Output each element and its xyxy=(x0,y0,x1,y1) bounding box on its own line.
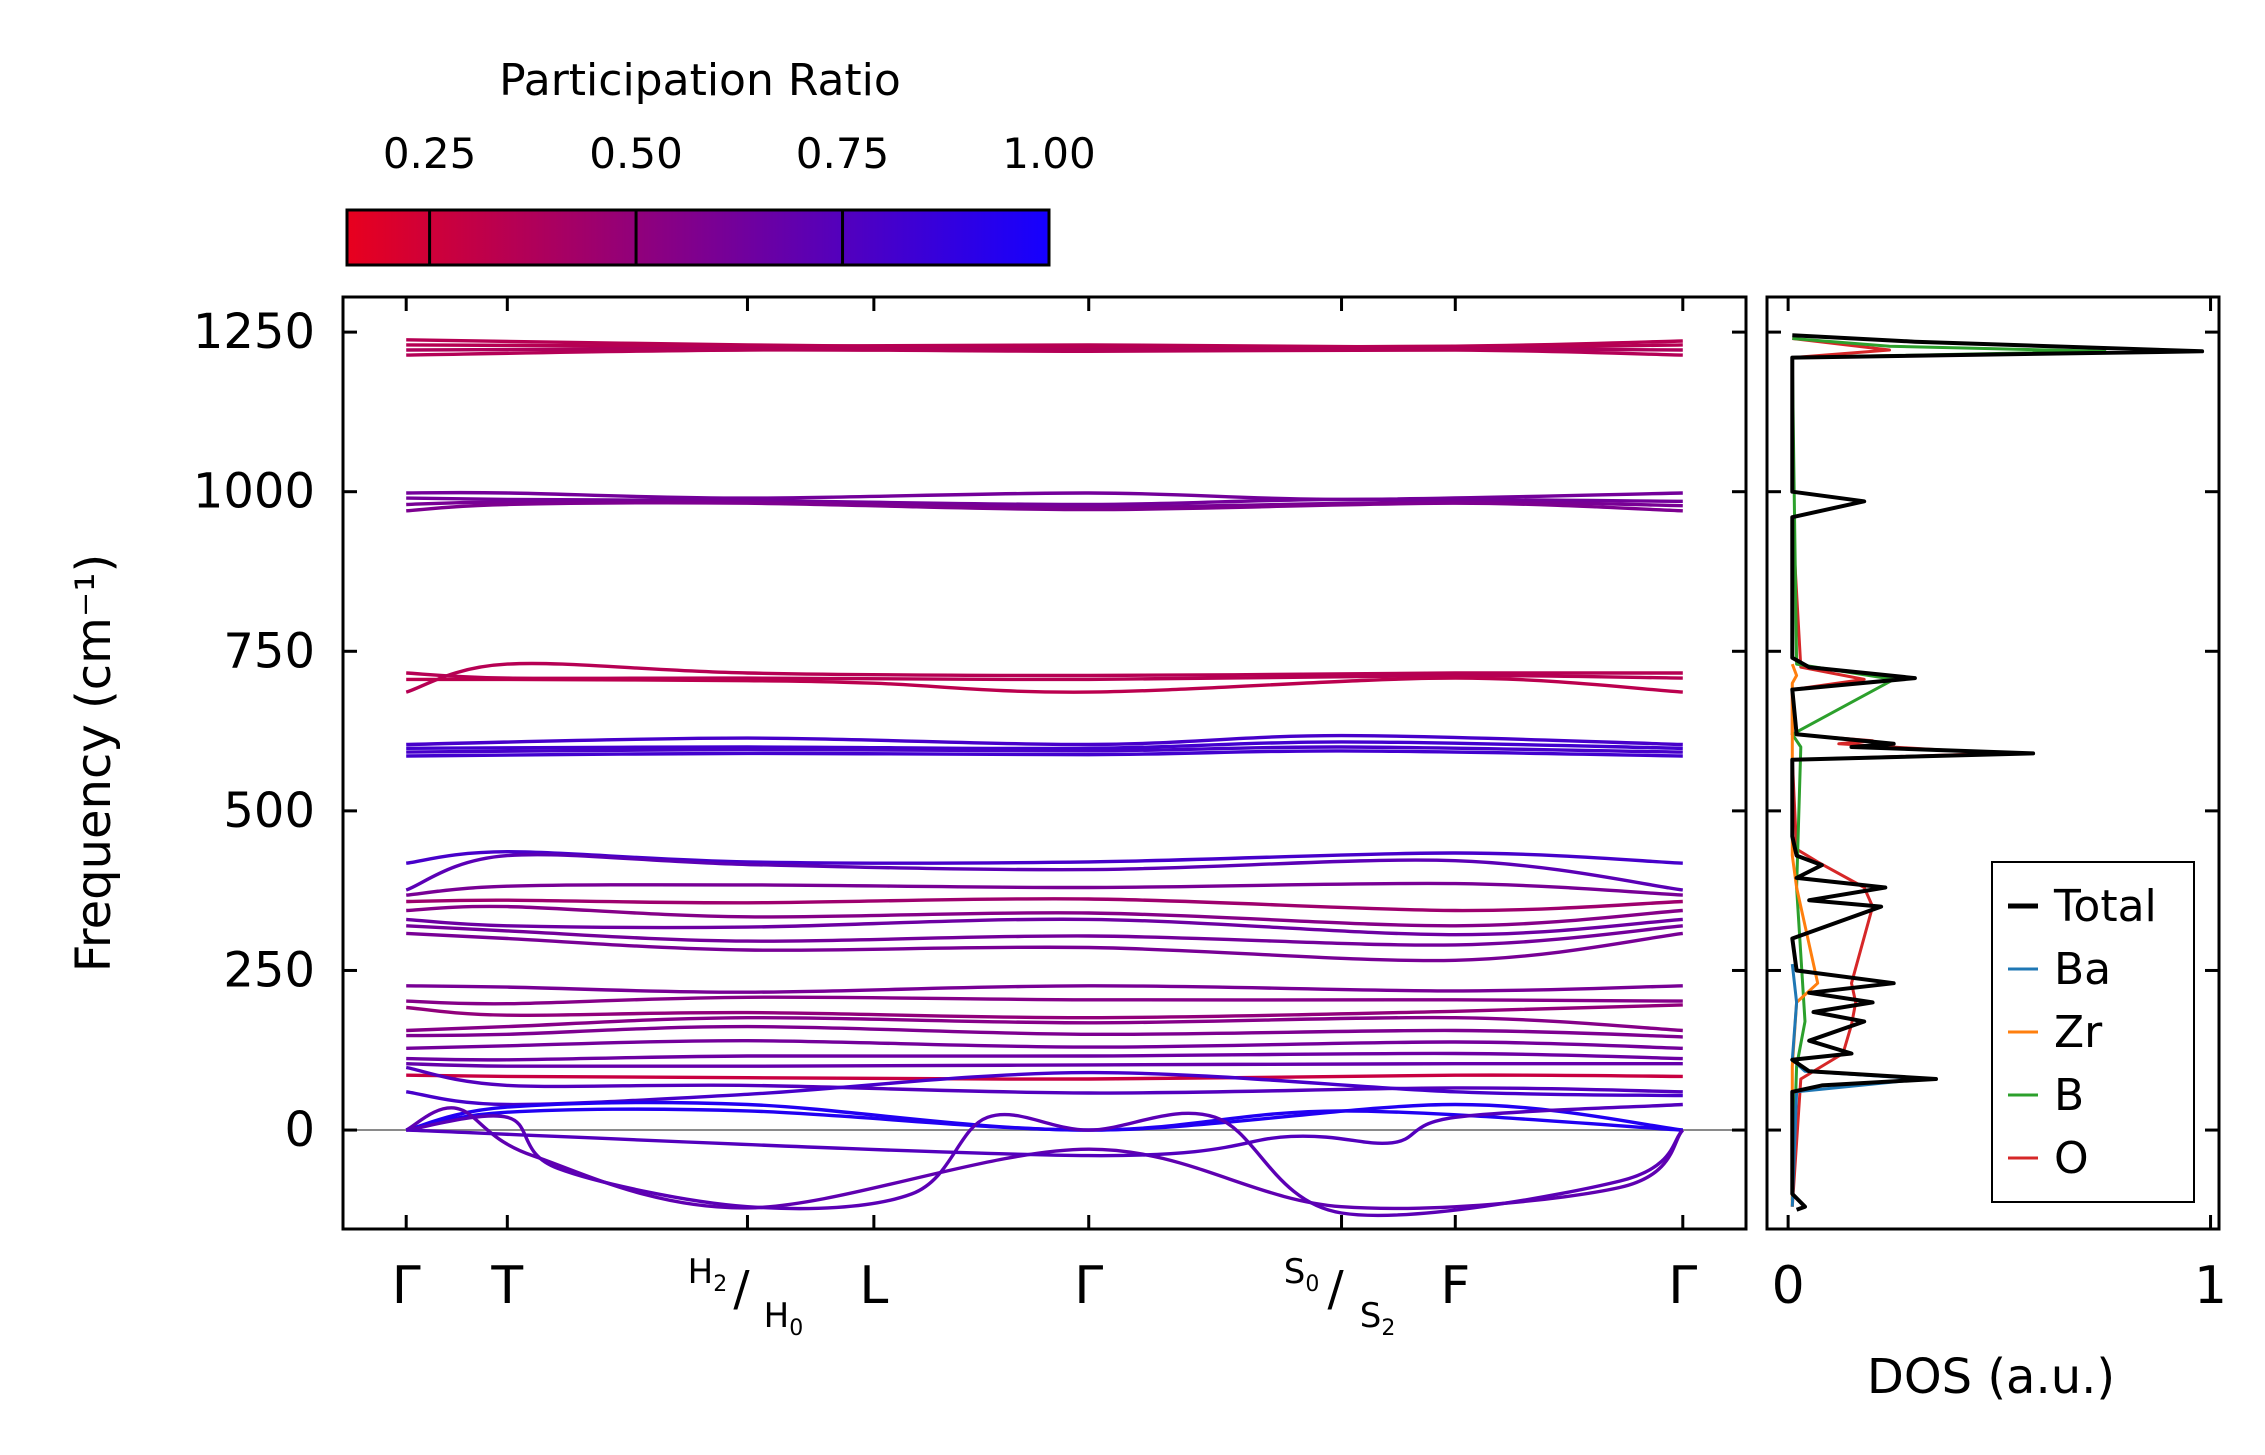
band-line-17 xyxy=(406,881,1683,897)
legend-label-total: Total xyxy=(2053,881,2157,932)
colorbar-tick-label: 1.00 xyxy=(1002,129,1096,178)
band-line-1 xyxy=(406,343,1683,350)
dos-x-tick-label: 1 xyxy=(2194,1256,2227,1316)
band-line-8 xyxy=(405,661,1683,694)
band-axes-frame xyxy=(341,295,1748,1231)
band-line-13 xyxy=(406,745,1683,754)
legend-label-o: O xyxy=(2054,1133,2089,1184)
dos-x-tick-label: 0 xyxy=(1772,1256,1805,1316)
band-line-22 xyxy=(406,931,1684,963)
band-line-0 xyxy=(406,338,1683,350)
band-line-18 xyxy=(406,897,1683,913)
colorbar-gradient xyxy=(345,208,1051,267)
band-y-axis-label: Frequency (cm⁻¹) xyxy=(66,554,122,972)
dos-legend: Total Ba Zr BO xyxy=(1991,861,2195,1203)
colorbar-title: Participation Ratio xyxy=(499,55,901,106)
kpoint-label-top: H2 xyxy=(688,1252,728,1297)
dos-axes-frame xyxy=(1765,295,2221,1231)
kpoint-label-pair: H2/ H0 xyxy=(688,1252,804,1341)
dos-lines xyxy=(1790,333,2205,1212)
kpoint-label: T xyxy=(490,1256,523,1316)
band-line-19 xyxy=(406,904,1683,928)
band-line-35 xyxy=(405,1107,1683,1132)
kpoint-label-pair: S0/ S2 xyxy=(1284,1252,1396,1341)
band-line-37 xyxy=(405,1111,1685,1217)
band-line-14 xyxy=(406,749,1683,758)
band-line-28 xyxy=(406,1038,1683,1050)
band-line-32 xyxy=(405,1065,1683,1095)
kpoint-label: F xyxy=(1440,1256,1470,1316)
kpoint-label-separator: / xyxy=(733,1261,750,1317)
band-line-12 xyxy=(406,740,1683,751)
band-line-7 xyxy=(406,501,1683,513)
colorbar: Participation Ratio 0.25 0.50 0.75 1.00 xyxy=(345,55,1096,267)
band-line-5 xyxy=(406,496,1683,507)
legend-label-ba: Ba xyxy=(2054,944,2111,995)
band-line-16 xyxy=(405,852,1684,892)
band-line-29 xyxy=(406,1051,1683,1062)
band-line-27 xyxy=(406,1024,1683,1039)
kpoint-label-bottom: H0 xyxy=(764,1296,804,1341)
dos-x-axis-label: DOS (a.u.) xyxy=(1867,1349,2115,1405)
band-line-3 xyxy=(406,348,1683,357)
band-y-tick-label: 1000 xyxy=(193,464,315,520)
band-line-30 xyxy=(406,1061,1683,1069)
phonon-bands xyxy=(405,338,1685,1217)
kpoint-label: Γ xyxy=(1074,1256,1103,1316)
colorbar-ticks: 0.25 0.50 0.75 1.00 xyxy=(383,129,1096,265)
kpoint-label-separator: / xyxy=(1327,1261,1344,1317)
band-y-tick-label: 0 xyxy=(284,1102,315,1158)
band-line-26 xyxy=(406,1015,1683,1033)
band-line-38 xyxy=(406,1102,1683,1158)
dos-line-b xyxy=(1790,337,2107,1201)
kpoint-label-top: S0 xyxy=(1284,1252,1320,1297)
kpoint-label: L xyxy=(859,1256,888,1316)
band-y-tick-label: 250 xyxy=(223,942,315,998)
band-line-23 xyxy=(406,984,1683,994)
band-line-21 xyxy=(406,924,1683,947)
kpoint-label: Γ xyxy=(1668,1256,1697,1316)
legend-label-b: B xyxy=(2054,1070,2084,1121)
band-y-axis: 0 250 500 750 1000 1250 xyxy=(193,304,1746,1158)
colorbar-tick-label: 0.50 xyxy=(589,129,683,178)
band-line-10 xyxy=(406,676,1683,694)
colorbar-tick-label: 0.25 xyxy=(383,129,477,178)
colorbar-tick-label: 0.75 xyxy=(796,129,890,178)
band-line-11 xyxy=(406,733,1683,747)
dos-line-total xyxy=(1790,333,2205,1212)
legend-label-zr: Zr xyxy=(2054,1007,2103,1058)
band-line-25 xyxy=(406,1003,1683,1020)
band-y-tick-label: 750 xyxy=(223,623,315,679)
band-x-axis: Γ T H2/H0L Γ S0/S2F Γ xyxy=(392,297,1697,1341)
band-line-15 xyxy=(406,849,1683,865)
band-line-31 xyxy=(406,1073,1683,1081)
band-line-24 xyxy=(406,995,1683,1006)
kpoint-label-bottom: S2 xyxy=(1360,1296,1396,1341)
band-y-tick-label: 1250 xyxy=(193,304,315,360)
band-line-20 xyxy=(406,917,1683,937)
band-y-tick-label: 500 xyxy=(223,783,315,839)
kpoint-label: Γ xyxy=(392,1256,421,1316)
